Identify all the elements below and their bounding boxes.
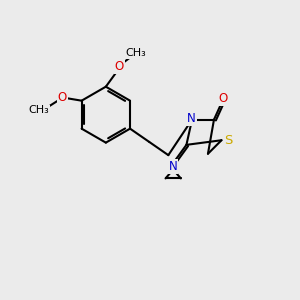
Text: O: O xyxy=(218,92,227,106)
Text: CH₃: CH₃ xyxy=(28,105,49,116)
Text: O: O xyxy=(58,91,67,104)
Text: S: S xyxy=(224,134,232,147)
Text: N: N xyxy=(187,112,196,124)
Text: O: O xyxy=(115,61,124,74)
Text: CH₃: CH₃ xyxy=(125,48,146,58)
Text: N: N xyxy=(169,160,178,173)
